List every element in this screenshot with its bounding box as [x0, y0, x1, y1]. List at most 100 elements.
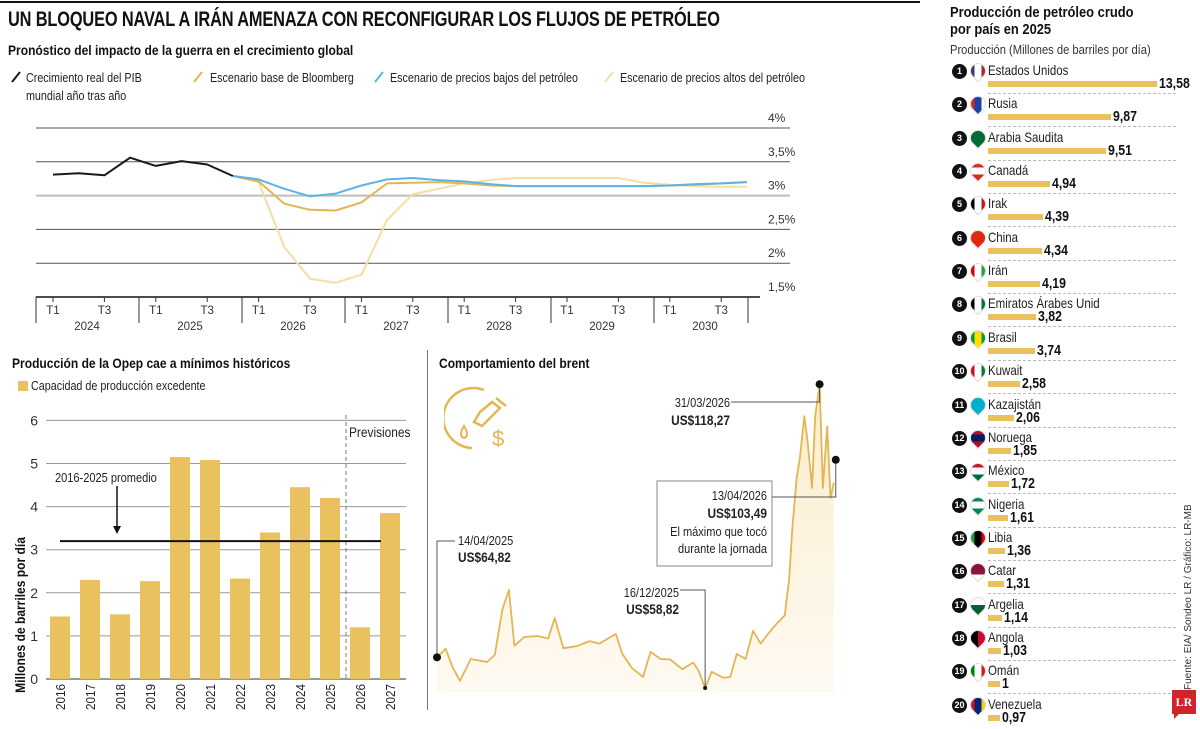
year-label: 2028 — [486, 321, 512, 333]
x-tick-label: 2026 — [353, 684, 368, 710]
annotation-value: US$64,82 — [458, 549, 511, 565]
y-tick-label: 6 — [30, 412, 38, 428]
x-tick-label: 2019 — [143, 684, 158, 710]
production-bar — [988, 414, 1014, 421]
x-tick-label: 2025 — [323, 684, 338, 710]
forecast-chart-title: Pronóstico del impacto de la guerra en e… — [8, 42, 354, 58]
rank-badge: 8 — [952, 297, 967, 313]
y-tick-label: 2,5% — [768, 212, 796, 226]
x-tick-label: 2027 — [383, 684, 398, 710]
bar-2027 — [380, 513, 400, 679]
row-separator — [988, 593, 1176, 595]
row-separator — [988, 326, 1176, 328]
production-value: 2,06 — [1015, 408, 1040, 426]
annotation-value: US$58,82 — [626, 601, 679, 617]
annotation-note: durante la jornada — [678, 541, 767, 556]
y-tick-label: 1 — [30, 628, 38, 644]
iran-flag-icon — [966, 259, 990, 283]
ranking-row: 13 México 1,72 — [948, 459, 1180, 495]
year-label: 2029 — [589, 321, 615, 333]
ranking-row: 17 Argelia 1,14 — [948, 593, 1180, 629]
leader-line — [680, 589, 706, 688]
production-bar — [988, 214, 1043, 221]
production-value: 1,85 — [1013, 441, 1037, 459]
row-separator — [988, 393, 1176, 395]
bar-2021 — [200, 460, 220, 679]
x-tick-label: T1 — [663, 305, 676, 317]
source-credit: Fuente: EIA/ Sondeo LR / Gráfico: LR-MB — [1183, 504, 1194, 690]
annotation-note: El máximo que tocó — [670, 524, 767, 539]
iraq-flag-icon — [966, 193, 990, 216]
ranking-row: 2 Rusia 9,87 — [948, 93, 1180, 128]
ranking-row: 6 China 4,34 — [948, 226, 1180, 262]
marker-dot — [831, 455, 840, 464]
ranking-row: 15 Libia 1,36 — [948, 526, 1180, 562]
oman-flag-icon — [966, 659, 990, 683]
production-bar — [988, 181, 1050, 188]
x-tick-label: 2024 — [293, 684, 308, 710]
country-name: Nigeria — [988, 495, 1025, 512]
rank-badge: 12 — [952, 430, 967, 446]
x-tick-label: 2020 — [173, 684, 188, 710]
country-name: Omán — [988, 662, 1020, 679]
rank-badge: 1 — [952, 64, 967, 79]
rank-badge: 20 — [952, 697, 967, 713]
china-flag-icon — [966, 226, 990, 250]
divider — [427, 350, 428, 710]
production-bar — [988, 581, 1005, 588]
year-label: 2027 — [383, 321, 409, 333]
production-bar — [988, 81, 1158, 87]
ranking-row: 14 Nigeria 1,61 — [948, 493, 1180, 529]
legend-label-high: Escenario de precios altos del petróleo — [620, 71, 805, 85]
rank-badge: 3 — [952, 130, 967, 146]
x-tick-label: T1 — [252, 305, 265, 317]
x-tick-label: T1 — [457, 305, 470, 317]
production-bar — [988, 681, 1001, 688]
bar-2020 — [170, 457, 190, 679]
annotation-box — [656, 480, 773, 567]
year-label: 2026 — [280, 321, 306, 333]
opec-chart-title: Producción de la Opep cae a mínimos hist… — [12, 355, 291, 371]
production-bar — [988, 114, 1111, 121]
row-separator — [988, 359, 1176, 361]
y-tick-label: 0 — [30, 671, 38, 687]
x-tick-label: T3 — [509, 305, 522, 317]
ranking-row: 1 Estados Unidos 13,58 — [948, 59, 1190, 95]
y-axis-label: Millones de barriles por día — [12, 536, 28, 692]
country-name: Irán — [988, 262, 1008, 279]
production-value: 4,19 — [1042, 275, 1067, 293]
x-tick-label: T1 — [560, 305, 573, 317]
x-tick-label: T3 — [714, 305, 727, 317]
x-tick-label: 2016 — [53, 684, 68, 710]
arrow-head-icon — [113, 526, 121, 534]
legend-swatch-high — [604, 71, 614, 83]
venezuela-flag-icon — [966, 693, 990, 716]
x-tick-label: T3 — [98, 305, 111, 317]
legend-label-spare-capacity: Capacidad de producción excedente — [31, 379, 206, 393]
legend-label-gdp-line2: mundial año tras año — [26, 89, 126, 103]
ranking-row: 7 Irán 4,19 — [948, 259, 1180, 295]
x-tick-label: T3 — [612, 305, 625, 317]
legend-label-low: Escenario de precios bajos del petróleo — [390, 71, 578, 85]
norway-flag-icon — [966, 426, 990, 450]
page-title: UN BLOQUEO NAVAL A IRÁN AMENAZA CON RECO… — [8, 8, 720, 31]
ranking-row: 9 Brasil 3,74 — [948, 326, 1180, 362]
ranking-title-line1: Producción de petróleo crudo — [950, 4, 1134, 21]
rank-badge: 16 — [952, 564, 967, 580]
production-value: 1,72 — [1011, 475, 1036, 493]
y-tick-label: 5 — [30, 456, 38, 472]
row-separator — [988, 526, 1176, 528]
rank-badge: 11 — [952, 397, 967, 413]
production-value: 13,58 — [1159, 75, 1190, 92]
leader-line — [772, 459, 837, 498]
bar-2025 — [320, 497, 340, 679]
production-value: 1,03 — [1002, 641, 1027, 659]
production-bar — [988, 447, 1012, 454]
legend-label-gdp: Crecimiento real del PIB — [26, 71, 142, 85]
country-name: México — [988, 462, 1025, 479]
rank-badge: 2 — [952, 97, 967, 113]
x-tick-label: T3 — [200, 305, 213, 317]
production-value: 9,87 — [1112, 108, 1137, 126]
y-tick-label: 2% — [768, 246, 786, 260]
country-name: Irak — [988, 195, 1008, 212]
